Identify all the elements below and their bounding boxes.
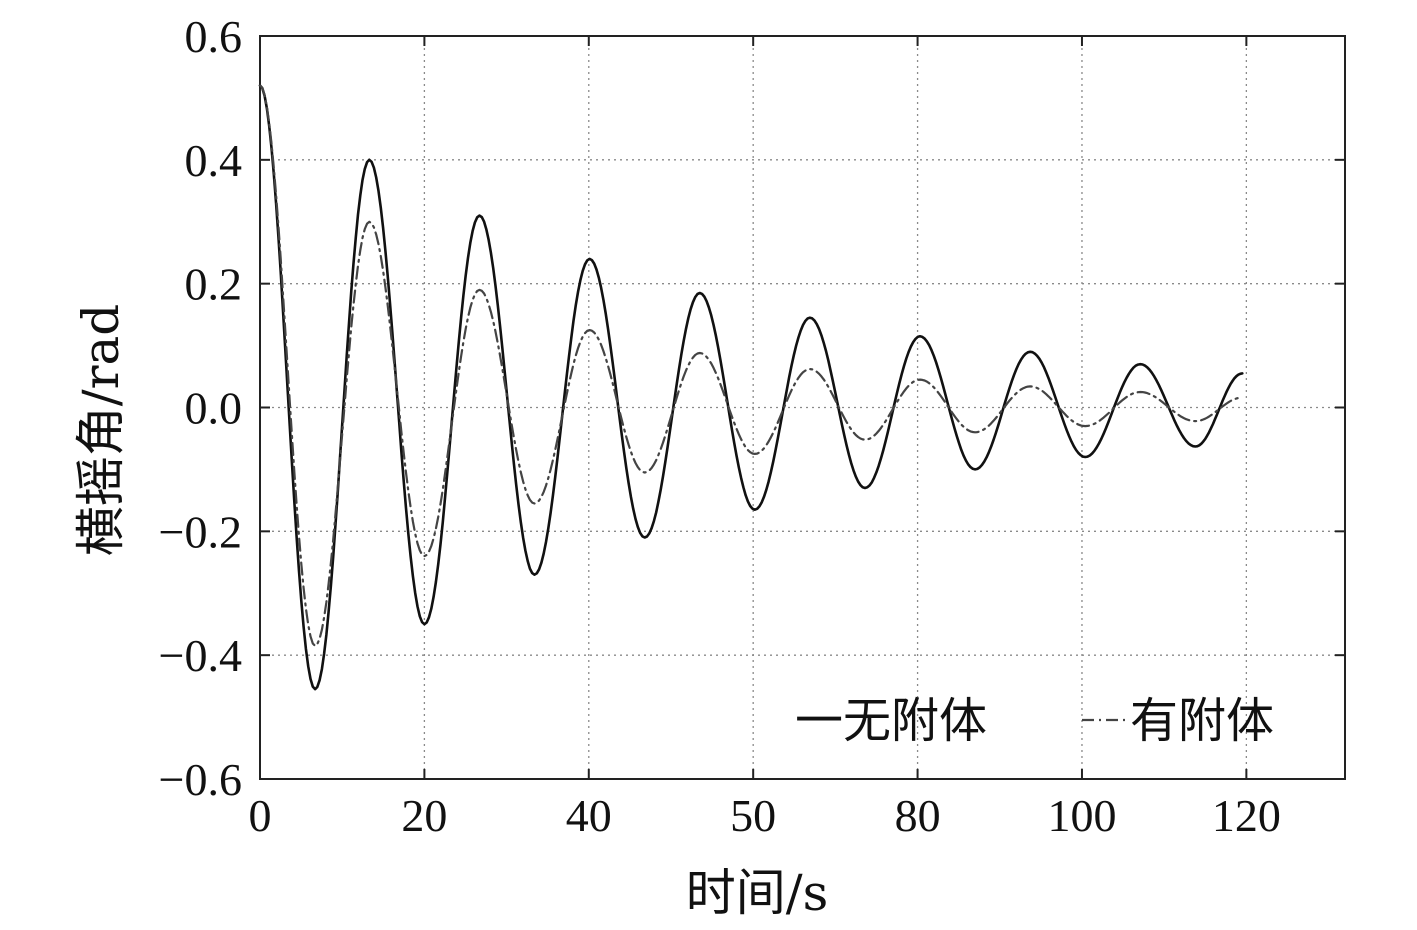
- x-tick-label: 100: [1047, 790, 1116, 841]
- grid: [260, 36, 1345, 779]
- x-tick-label: 20: [401, 790, 447, 841]
- series-line-1: [258, 84, 1244, 691]
- x-tick-label: 50: [730, 790, 776, 841]
- x-tick-label: 0: [249, 790, 272, 841]
- x-axis-title: 时间/s: [686, 864, 829, 922]
- legend-label-series-1: 一无附体: [795, 693, 987, 749]
- series-line-2: [258, 84, 1244, 647]
- legend-label-series-2: 有附体: [1130, 693, 1274, 749]
- x-tick-label: 40: [566, 790, 612, 841]
- y-axis-title: 横摇角/rad: [72, 304, 130, 557]
- x-tick-label: 80: [895, 790, 941, 841]
- legend: 一无附体 有附体: [795, 693, 1274, 749]
- y-tick-label: 0.4: [185, 135, 243, 186]
- y-tick-label: 0.6: [185, 11, 243, 62]
- series-lines: [258, 84, 1244, 691]
- y-tick-label: −0.2: [159, 506, 242, 557]
- y-tick-label: −0.4: [159, 630, 242, 681]
- y-tick-label: 0.2: [185, 259, 243, 310]
- y-tick-labels: 0.6 0.4 0.2 0.0 −0.2 −0.4 −0.6: [159, 11, 242, 805]
- ticks: [259, 35, 1345, 780]
- y-tick-label: −0.6: [159, 754, 242, 805]
- x-tick-label: 120: [1212, 790, 1281, 841]
- x-tick-labels: 0 20 40 50 80 100 120: [249, 790, 1281, 841]
- y-tick-label: 0.0: [185, 383, 243, 434]
